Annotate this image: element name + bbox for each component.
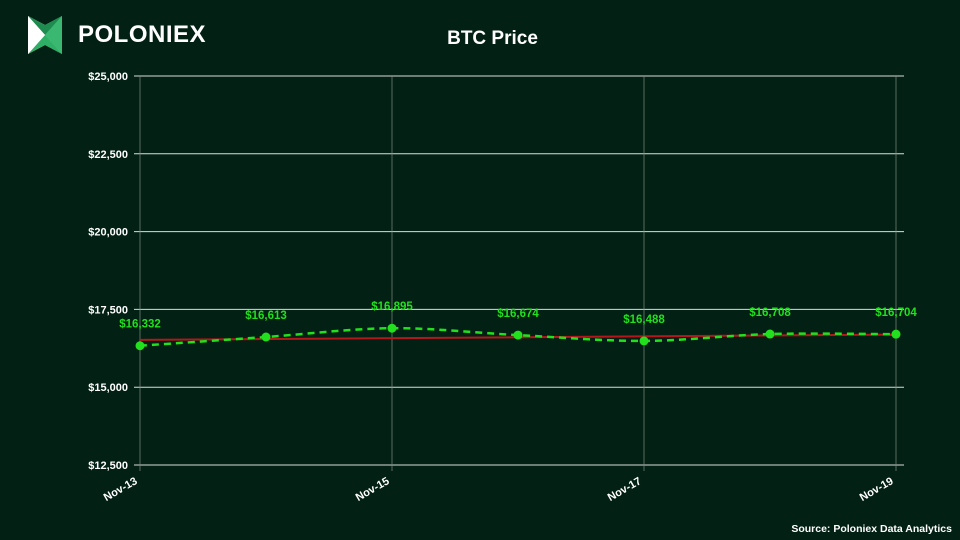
data-label: $16,704 [875, 307, 917, 319]
data-point [639, 336, 649, 346]
brand-name: POLONIEX [78, 21, 207, 48]
data-point [765, 329, 775, 339]
data-point [135, 341, 145, 351]
y-tick-label: $25,000 [88, 71, 128, 83]
brand-logo: POLONIEX [28, 16, 206, 54]
x-tick-label: Nov-19 [858, 475, 896, 504]
poloniex-logo-icon [28, 16, 62, 54]
y-tick-label: $22,500 [88, 149, 128, 161]
y-tick-label: $17,500 [88, 304, 128, 316]
data-label: $16,708 [749, 307, 791, 319]
data-point [261, 332, 271, 342]
data-label: $16,895 [371, 301, 413, 313]
x-tick-label: Nov-13 [102, 475, 140, 504]
chart-title: BTC Price [447, 28, 538, 49]
axis-tick-labels: $12,500 $15,000 $17,500 $20,000 $22,500 $25,0… [88, 71, 895, 504]
y-tick-label: $15,000 [88, 382, 128, 394]
data-label-layer: $16,332 $16,613 $16,895 $16,674 $16,488 $16,7… [119, 301, 917, 331]
data-point [891, 329, 901, 339]
series-layer [135, 323, 901, 351]
data-label: $16,674 [497, 308, 539, 320]
x-tick-label: Nov-17 [606, 475, 644, 504]
y-tick-label: $20,000 [88, 227, 128, 239]
y-tick-label: $12,500 [88, 460, 128, 472]
x-tick-label: Nov-15 [354, 475, 392, 504]
data-point [387, 323, 397, 333]
source-note: Source: Poloniex Data Analytics [791, 523, 952, 535]
data-label: $16,488 [623, 314, 665, 326]
data-label: $16,332 [119, 319, 161, 331]
data-label: $16,613 [245, 310, 287, 322]
grid-lines [134, 75, 904, 471]
data-point [513, 330, 523, 340]
